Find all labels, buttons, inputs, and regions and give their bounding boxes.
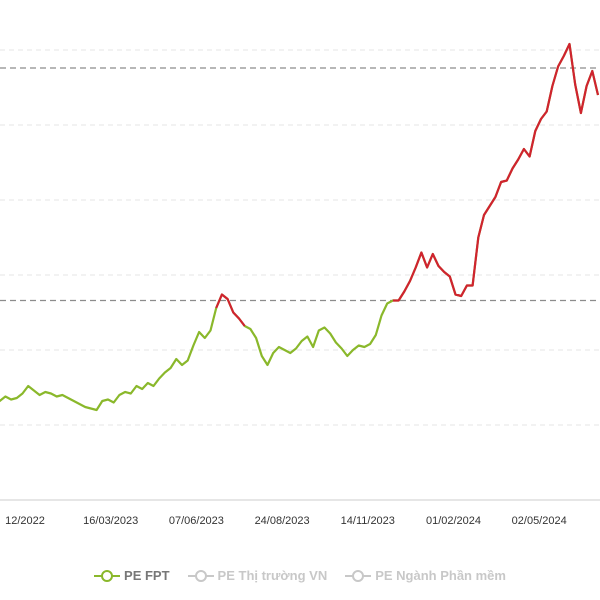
x-tick-label: 01/02/2024: [426, 515, 481, 527]
x-tick-label: 07/06/2023: [169, 515, 224, 527]
x-tick-label: 14/11/2023: [341, 515, 395, 527]
legend-label: PE FPT: [124, 568, 170, 583]
legend-marker-icon: [345, 569, 372, 583]
series-highlight-segment: [215, 293, 246, 327]
legend-item[interactable]: PE Ngành Phần mềm: [345, 568, 506, 583]
reference-lines: [0, 67, 600, 302]
x-tick-label: 12/2022: [5, 515, 45, 527]
series-highlight-segment: [392, 42, 600, 302]
grid-lines: [0, 49, 600, 501]
legend-label: PE Ngành Phần mềm: [375, 568, 506, 583]
series-line: [0, 42, 600, 412]
x-tick-label: 02/05/2024: [512, 515, 567, 527]
series-lines: [0, 42, 600, 412]
legend-label: PE Thị trường VN: [217, 568, 328, 583]
x-tick-label: 16/03/2023: [83, 515, 138, 527]
legend-item[interactable]: PE Thị trường VN: [187, 568, 328, 583]
x-axis-ticks: 12/2022 16/03/2023 07/06/2023 24/08/2023 14/…: [5, 515, 567, 527]
legend-marker-icon: [187, 569, 214, 583]
legend-marker-icon: [94, 569, 121, 583]
legend-item[interactable]: PE FPT: [94, 568, 170, 583]
chart-legend: PE FPT PE Thị trường VN PE Ngành Phần mềm: [0, 568, 600, 583]
x-tick-label: 24/08/2023: [255, 515, 310, 527]
